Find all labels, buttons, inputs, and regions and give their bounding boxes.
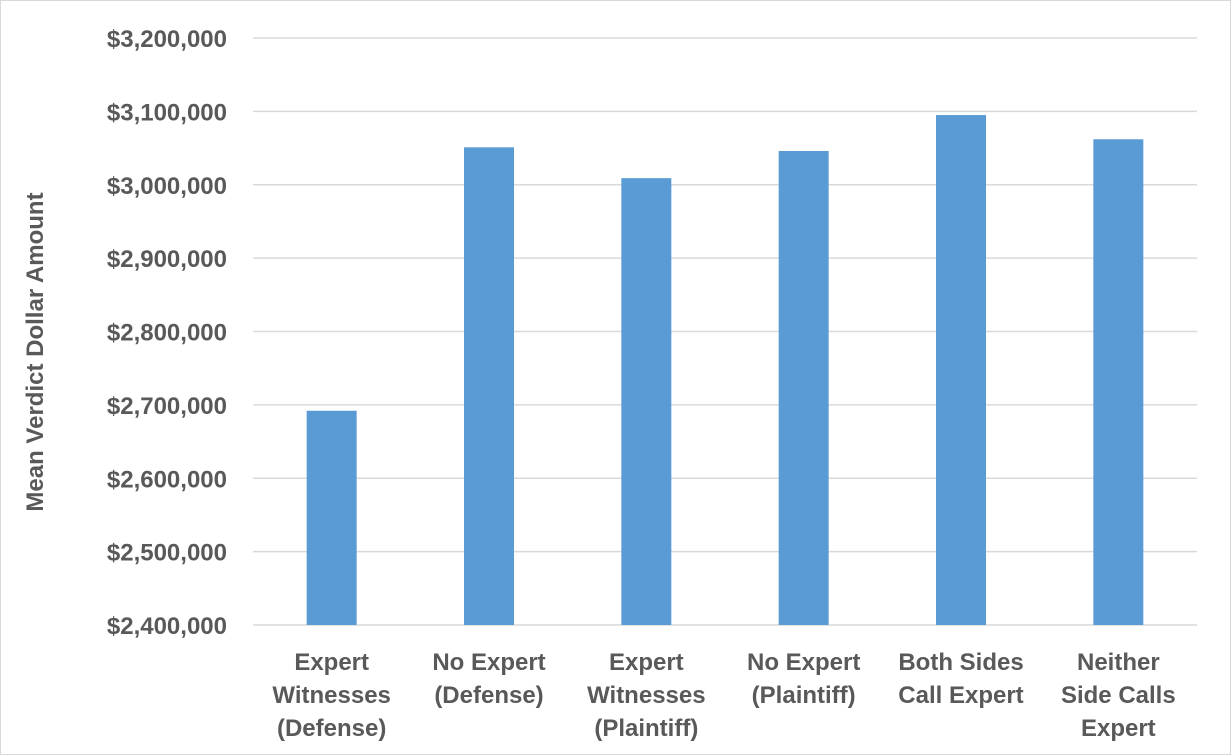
bars: [306, 115, 1144, 626]
x-category-label: No Expert (Plaintiff): [747, 649, 860, 709]
x-category-label: Expert Witnesses (Defense): [272, 649, 391, 742]
y-tick-label: $3,100,000: [107, 99, 227, 126]
bar: [778, 150, 829, 625]
bar: [621, 178, 672, 626]
bar: [1093, 139, 1144, 625]
y-tick-label: $3,200,000: [107, 26, 227, 53]
y-tick-label: $2,800,000: [107, 320, 227, 347]
x-category-label: Neither Side Calls Expert: [1061, 649, 1176, 742]
y-axis-title: Mean Verdict Dollar Amount: [22, 192, 49, 511]
y-tick-label: $2,900,000: [107, 246, 227, 273]
bar: [464, 147, 514, 626]
x-category-label: Expert Witnesses (Plaintiff): [587, 649, 706, 742]
y-tick-label: $2,700,000: [107, 393, 227, 420]
y-axis-ticks: $2,400,000 $2,500,000 $2,600,000 $2,700,000…: [107, 26, 227, 640]
y-tick-label: $3,000,000: [107, 173, 227, 200]
y-tick-label: $2,500,000: [107, 540, 227, 567]
bar: [936, 115, 986, 625]
x-category-label: No Expert (Defense): [432, 649, 545, 709]
y-tick-label: $2,400,000: [107, 613, 227, 640]
y-tick-label: $2,600,000: [107, 466, 227, 493]
bar: [306, 410, 357, 625]
gridlines: [253, 37, 1197, 626]
x-category-label: Both Sides Call Expert: [898, 649, 1023, 709]
x-axis-labels: Expert Witnesses (Defense) No Expert (Defens…: [272, 649, 1175, 742]
